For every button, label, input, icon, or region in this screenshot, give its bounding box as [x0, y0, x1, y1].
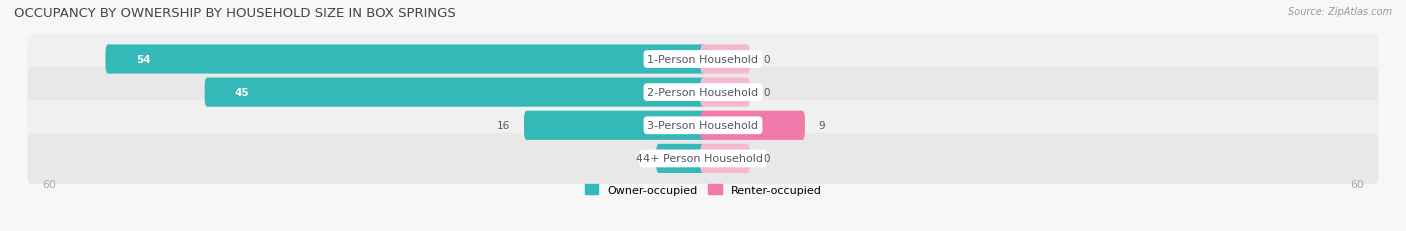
- Text: 60: 60: [42, 179, 56, 189]
- Text: 60: 60: [1350, 179, 1364, 189]
- Text: 3-Person Household: 3-Person Household: [648, 121, 758, 131]
- Text: 4: 4: [636, 154, 643, 164]
- Text: 16: 16: [496, 121, 510, 131]
- FancyBboxPatch shape: [524, 111, 706, 140]
- FancyBboxPatch shape: [657, 144, 706, 173]
- FancyBboxPatch shape: [700, 45, 749, 74]
- Text: 4+ Person Household: 4+ Person Household: [643, 154, 763, 164]
- Text: 9: 9: [818, 121, 825, 131]
- FancyBboxPatch shape: [27, 34, 1379, 85]
- Text: 1-Person Household: 1-Person Household: [648, 55, 758, 65]
- Text: 0: 0: [763, 55, 770, 65]
- FancyBboxPatch shape: [27, 67, 1379, 118]
- FancyBboxPatch shape: [27, 133, 1379, 184]
- FancyBboxPatch shape: [105, 45, 706, 74]
- Text: 54: 54: [136, 55, 150, 65]
- FancyBboxPatch shape: [205, 78, 706, 107]
- FancyBboxPatch shape: [700, 111, 804, 140]
- Text: 45: 45: [235, 88, 249, 98]
- FancyBboxPatch shape: [27, 100, 1379, 151]
- Text: OCCUPANCY BY OWNERSHIP BY HOUSEHOLD SIZE IN BOX SPRINGS: OCCUPANCY BY OWNERSHIP BY HOUSEHOLD SIZE…: [14, 7, 456, 20]
- FancyBboxPatch shape: [700, 78, 749, 107]
- FancyBboxPatch shape: [700, 144, 749, 173]
- Text: 0: 0: [763, 88, 770, 98]
- Text: 2-Person Household: 2-Person Household: [647, 88, 759, 98]
- Text: Source: ZipAtlas.com: Source: ZipAtlas.com: [1288, 7, 1392, 17]
- Legend: Owner-occupied, Renter-occupied: Owner-occupied, Renter-occupied: [581, 180, 825, 200]
- Text: 0: 0: [763, 154, 770, 164]
